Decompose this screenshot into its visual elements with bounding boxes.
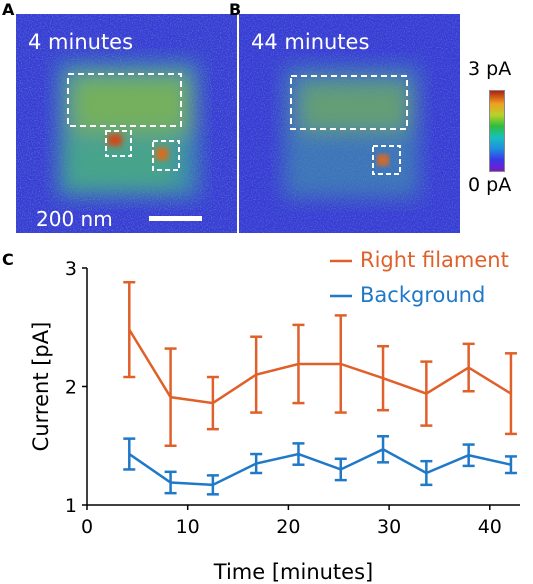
x-axis-label: Time [minutes] — [213, 560, 373, 584]
panel-b-letter: B — [229, 0, 242, 19]
selection-box-left-filament — [105, 130, 132, 157]
afm-image-44-minutes: 44 minutes — [239, 14, 460, 233]
x-tick-label: 20 — [276, 516, 300, 538]
scalebar — [149, 216, 202, 221]
y-tick-label: 1 — [65, 495, 77, 517]
afm-time-label: 4 minutes — [28, 30, 134, 54]
y-tick-label: 2 — [65, 377, 77, 399]
x-tick-label: 10 — [176, 516, 200, 538]
colorbar-max-label: 3 pA — [468, 58, 512, 80]
y-tick-label: 3 — [65, 258, 77, 280]
panel-c-letter: C — [2, 250, 14, 269]
selection-box-filament-region — [290, 75, 408, 130]
scalebar-label: 200 nm — [36, 207, 113, 231]
legend-label: Right filament — [360, 248, 509, 272]
x-tick-label: 0 — [81, 516, 93, 538]
afm-image-4-minutes: 4 minutes 200 nm — [16, 14, 237, 233]
x-tick-label: 30 — [377, 516, 401, 538]
selection-box-filament-region — [67, 73, 182, 127]
colorbar-min-label: 0 pA — [468, 174, 512, 196]
series-line — [128, 447, 512, 487]
colorbar — [489, 90, 505, 172]
afm-time-label: 44 minutes — [251, 30, 370, 54]
series-line — [128, 328, 512, 405]
panel-a-letter: A — [2, 0, 15, 19]
y-axis-label: Current [pA] — [29, 322, 53, 452]
selection-box-right-filament — [152, 140, 180, 171]
selection-box-right-filament — [372, 145, 401, 175]
legend-label: Background — [360, 283, 485, 307]
x-tick-label: 40 — [478, 516, 502, 538]
